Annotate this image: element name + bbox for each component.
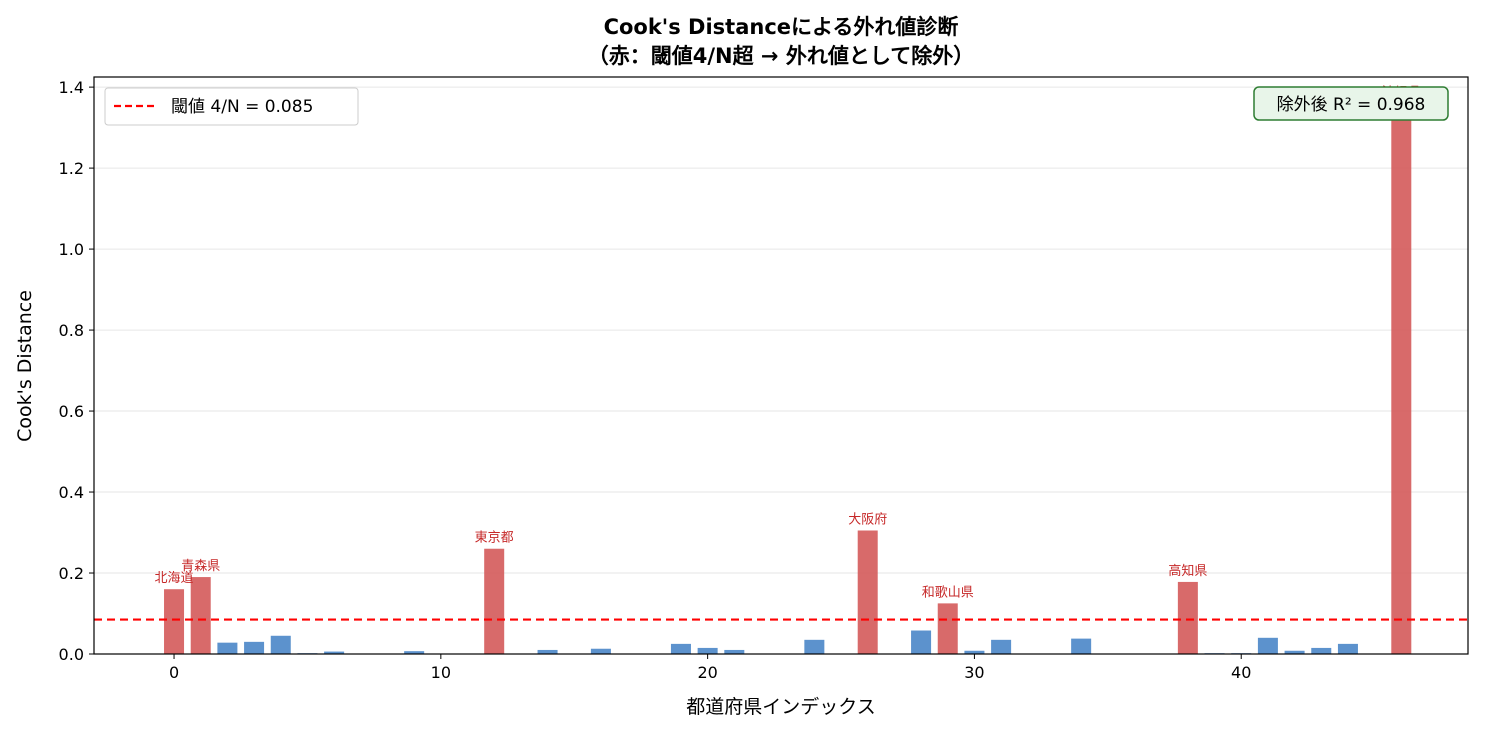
bar — [1337, 643, 1358, 654]
bar — [964, 650, 985, 654]
outlier-label: 北海道 — [155, 571, 194, 586]
outlier-bar — [164, 589, 185, 654]
legend: 閾値 4/N = 0.085 — [104, 87, 359, 126]
grid-lines — [94, 86, 1468, 655]
x-tick-label: 20 — [697, 663, 717, 682]
y-axis: 0.0 0.2 0.4 0.6 0.8 1.0 1.2 1.4 — [59, 78, 94, 664]
outlier-label-group: 北海道青森県東京都大阪府和歌山県高知県沖縄県 — [155, 85, 1421, 600]
x-tick-label: 10 — [431, 663, 451, 682]
y-tick-label: 0.8 — [59, 321, 84, 340]
bar — [1284, 650, 1305, 654]
bar — [590, 648, 611, 654]
bar — [697, 647, 718, 654]
x-axis-label: 都道府県インデックス — [686, 696, 875, 718]
r2-text: 除外後 R² = 0.968 — [1277, 95, 1426, 115]
chart-title-line1: Cook's Distanceによる外れ値診断 — [604, 15, 959, 39]
plot-frame — [93, 76, 1469, 655]
bar-group — [164, 103, 1412, 655]
legend-threshold-label: 閾値 4/N = 0.085 — [171, 97, 313, 117]
bar — [991, 639, 1012, 654]
outlier-bar — [937, 603, 958, 654]
outlier-label: 東京都 — [475, 530, 514, 546]
bar — [244, 641, 265, 654]
bar — [1071, 638, 1092, 654]
outlier-bar — [484, 548, 505, 654]
bar — [324, 651, 345, 654]
y-axis-label: Cook's Distance — [14, 290, 36, 442]
bar — [911, 630, 932, 654]
outlier-bar — [1391, 103, 1412, 655]
bar — [670, 643, 691, 654]
bar — [724, 649, 745, 654]
x-tick-label: 30 — [964, 663, 984, 682]
outlier-bar — [1177, 581, 1198, 654]
outlier-bar — [857, 530, 878, 654]
y-tick-label: 0.6 — [59, 402, 84, 421]
bar — [404, 651, 425, 654]
bar — [270, 635, 291, 654]
y-tick-label: 0.4 — [59, 483, 84, 502]
outlier-label: 大阪府 — [848, 513, 887, 528]
r2-box — [1253, 86, 1449, 121]
y-tick-label: 1.0 — [59, 240, 84, 259]
r2-annotation: 除外後 R² = 0.968 — [1253, 86, 1449, 121]
bar — [537, 649, 558, 654]
x-axis: 0 10 20 30 40 — [169, 654, 1251, 682]
y-tick-label: 1.2 — [59, 159, 84, 178]
bar — [217, 642, 238, 654]
chart-title-line2: （赤：閾値4/N超 → 外れ値として除外） — [588, 44, 974, 68]
outlier-label: 和歌山県 — [922, 585, 974, 600]
bar — [1311, 647, 1332, 654]
y-tick-label: 1.4 — [59, 78, 84, 97]
x-tick-label: 0 — [169, 663, 179, 682]
bar — [804, 639, 825, 654]
x-tick-label: 40 — [1231, 663, 1251, 682]
outlier-label: 高知県 — [1168, 563, 1207, 579]
y-tick-label: 0.0 — [59, 645, 84, 664]
legend-box — [104, 87, 359, 126]
bar — [1257, 637, 1278, 654]
outlier-bar — [190, 577, 211, 654]
y-tick-label: 0.2 — [59, 564, 84, 583]
outlier-label: 青森県 — [181, 559, 220, 574]
